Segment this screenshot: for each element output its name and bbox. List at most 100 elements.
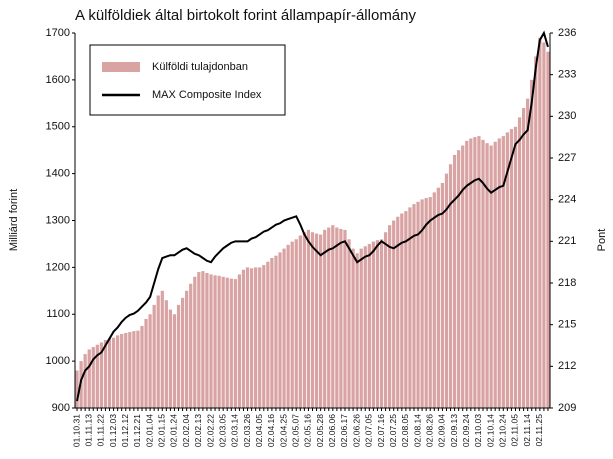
- x-tick-label: 02.02.13: [193, 414, 203, 447]
- bar: [124, 333, 128, 408]
- x-tick-label: 01.11.13: [83, 414, 93, 447]
- bar: [469, 138, 473, 408]
- y-tick-label: 1600: [46, 74, 70, 86]
- x-tick-label: 02.07.05: [364, 414, 374, 447]
- bar: [140, 325, 144, 408]
- bar: [379, 239, 384, 408]
- y2-tick-label: 215: [558, 319, 576, 331]
- bar: [176, 304, 181, 408]
- x-tick-label: 02.04.25: [278, 414, 288, 447]
- bar: [392, 220, 396, 408]
- x-tick-label: 02.09.13: [449, 414, 459, 447]
- x-tick-label: 02.11.25: [534, 414, 544, 447]
- legend-label: MAX Composite Index: [152, 89, 262, 101]
- bar: [274, 255, 278, 408]
- x-tick-label: 02.09.04: [437, 414, 447, 447]
- bar: [351, 248, 355, 408]
- bar: [363, 246, 367, 408]
- legend-label: Külföldi tulajdonban: [152, 61, 248, 73]
- bar: [286, 244, 290, 408]
- bar: [375, 240, 380, 408]
- bar: [189, 283, 193, 408]
- bar: [172, 314, 177, 408]
- x-tick-label: 02.07.25: [388, 414, 398, 447]
- x-tick-label: 02.06.17: [339, 414, 349, 447]
- bar: [355, 253, 359, 408]
- x-tick-label: 02.11.14: [522, 414, 532, 447]
- bar: [314, 233, 319, 408]
- x-tick-label: 02.11.05: [510, 414, 520, 447]
- bar: [452, 154, 457, 408]
- bar: [209, 274, 213, 408]
- chart-title: A külföldiek által birtokolt forint álla…: [75, 7, 416, 24]
- y2-tick-label: 224: [558, 194, 576, 206]
- bar: [335, 227, 339, 408]
- x-tick-label: 02.02.22: [205, 414, 215, 447]
- bar: [168, 309, 173, 408]
- y2-tick-label: 221: [558, 235, 576, 247]
- x-tick-label: 02.02.04: [181, 414, 191, 447]
- bar: [509, 129, 514, 408]
- bar: [416, 201, 420, 408]
- bar: [323, 229, 327, 408]
- bar: [107, 338, 112, 408]
- bar: [444, 173, 449, 408]
- bar: [461, 145, 465, 408]
- bar: [148, 314, 152, 408]
- bar: [367, 243, 371, 408]
- bar: [241, 269, 246, 408]
- x-tick-label: 02.03.14: [230, 414, 240, 447]
- bar: [302, 232, 307, 408]
- x-tick-label: 02.06.06: [327, 414, 337, 447]
- bar: [318, 234, 323, 408]
- bar: [160, 290, 164, 408]
- x-tick-label: 02.03.05: [217, 414, 227, 447]
- bar: [420, 199, 424, 408]
- y-tick-label: 1200: [46, 261, 70, 273]
- y2-tick-label: 209: [558, 402, 576, 414]
- bar: [542, 42, 546, 408]
- x-tick-label: 02.04.05: [254, 414, 264, 447]
- y-axis-label: Milliárd forint: [8, 189, 20, 251]
- bar: [331, 225, 335, 408]
- bar: [144, 318, 148, 408]
- bar: [457, 150, 461, 408]
- bar: [237, 274, 242, 408]
- x-tick-label: 02.05.07: [291, 414, 301, 447]
- x-tick-label: 02.06.26: [351, 414, 361, 447]
- bar: [388, 225, 392, 408]
- y2-tick-label: 236: [558, 27, 576, 39]
- bar: [294, 239, 298, 408]
- bar: [526, 98, 530, 408]
- x-tick-label: 01.11.22: [96, 414, 106, 447]
- bar: [221, 276, 225, 408]
- bar: [233, 279, 237, 408]
- bar: [132, 331, 136, 408]
- y2-tick-label: 218: [558, 277, 576, 289]
- bar: [428, 197, 432, 408]
- bar: [254, 267, 258, 408]
- bar: [258, 267, 262, 408]
- bar: [396, 216, 400, 408]
- x-tick-label: 02.01.15: [157, 414, 167, 447]
- x-tick-label: 01.10.31: [71, 414, 81, 447]
- y-tick-label: 900: [52, 402, 70, 414]
- bar: [473, 137, 477, 408]
- bar: [534, 56, 538, 408]
- bar: [477, 136, 481, 408]
- x-tick-label: 02.01.24: [169, 414, 179, 447]
- bar: [266, 261, 270, 408]
- bar: [164, 300, 168, 408]
- y-tick-label: 1000: [46, 355, 70, 367]
- bar: [412, 204, 416, 408]
- bar: [229, 278, 233, 408]
- bar: [75, 370, 79, 408]
- bar: [120, 333, 124, 408]
- bar: [83, 354, 87, 408]
- bar: [290, 241, 294, 408]
- x-tick-label: 02.08.05: [400, 414, 410, 447]
- bar: [505, 132, 509, 408]
- bar: [201, 271, 205, 408]
- bar: [249, 268, 254, 408]
- bar: [359, 248, 363, 408]
